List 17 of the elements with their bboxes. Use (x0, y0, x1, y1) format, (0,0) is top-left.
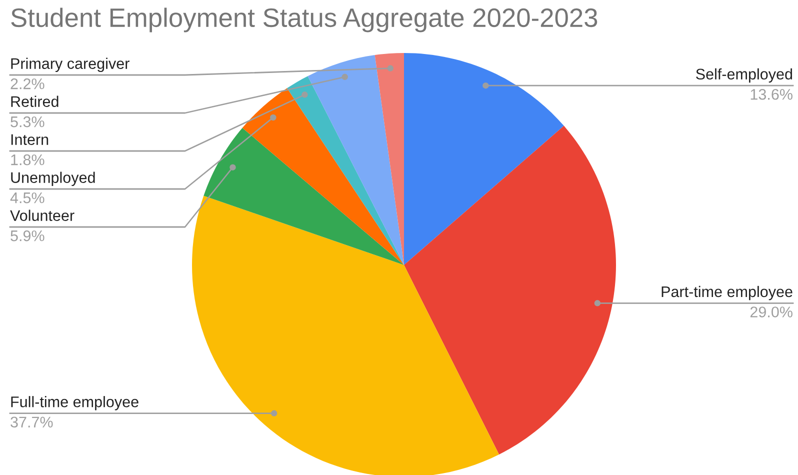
data-label: 2.2% (10, 78, 44, 90)
slice-label: Retired (11, 96, 58, 107)
data-label: 29.0% (750, 306, 792, 318)
slice-label: Part-time employee (662, 286, 792, 300)
data-label: 5.3% (10, 116, 44, 128)
data-label: 37.7% (10, 416, 53, 428)
data-label: 4.5% (10, 192, 44, 204)
slice-label: Unemployed (11, 172, 95, 186)
chart-title: Student Employment Status Aggregate 2020-2023 (11, 8, 598, 32)
slice-label: Primary caregiver (11, 58, 130, 72)
data-label: 1.8% (11, 154, 44, 166)
data-label: 13.6% (750, 88, 792, 100)
data-label: 5.9% (10, 230, 44, 242)
slice-label: Volunteer (10, 210, 74, 221)
slice-label: Self-employed (696, 68, 792, 83)
slice-label: Full-time employee (11, 396, 138, 410)
slice-label: Intern (11, 134, 48, 145)
